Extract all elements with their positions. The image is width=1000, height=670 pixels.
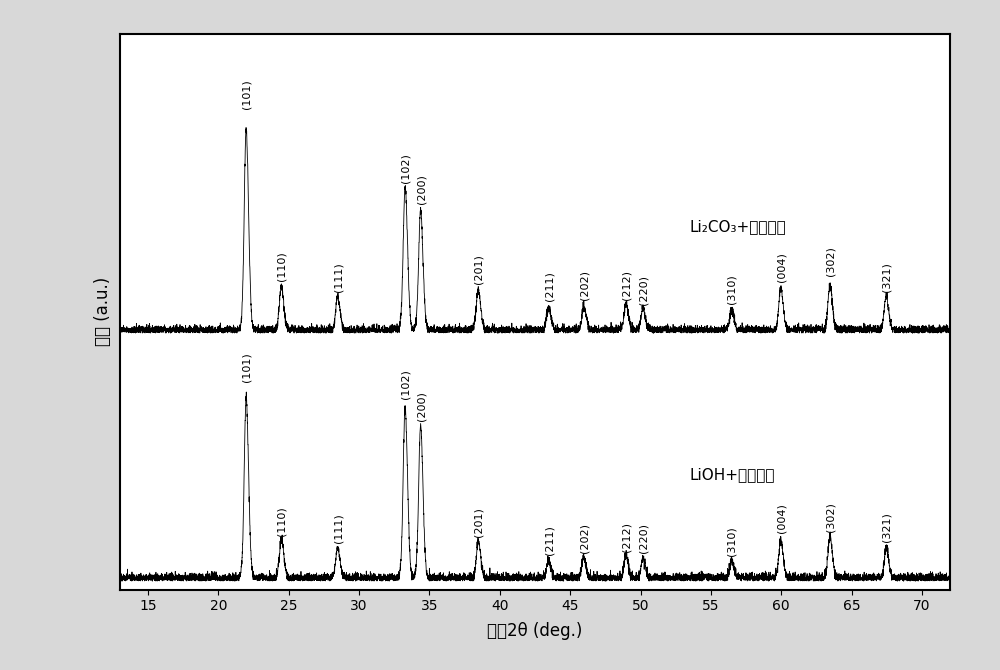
Text: (111): (111) [333, 513, 343, 543]
Text: (310): (310) [727, 526, 737, 555]
Text: (212): (212) [621, 522, 631, 552]
Text: Li₂CO₃+异丙醇铝: Li₂CO₃+异丙醇铝 [690, 220, 786, 234]
Text: (200): (200) [416, 175, 426, 204]
Y-axis label: 强度 (a.u.): 强度 (a.u.) [94, 277, 112, 346]
Text: (302): (302) [825, 502, 835, 532]
Text: (102): (102) [401, 369, 411, 399]
Text: (101): (101) [242, 352, 252, 381]
Text: (302): (302) [825, 247, 835, 276]
Text: (110): (110) [277, 506, 287, 535]
Text: (200): (200) [416, 392, 426, 421]
X-axis label: 角剥2θ (deg.): 角剥2θ (deg.) [487, 622, 583, 640]
Text: (202): (202) [579, 523, 589, 553]
Text: (321): (321) [882, 263, 892, 293]
Text: (101): (101) [242, 79, 252, 109]
Text: (220): (220) [638, 275, 648, 305]
Text: (211): (211) [544, 525, 554, 555]
Text: (110): (110) [277, 251, 287, 281]
Text: (004): (004) [776, 503, 786, 533]
Text: LiOH+异丙醇铝: LiOH+异丙醇铝 [690, 468, 775, 482]
Text: (202): (202) [579, 270, 589, 300]
Text: (201): (201) [474, 507, 484, 537]
Text: (310): (310) [727, 274, 737, 304]
Text: (220): (220) [638, 523, 648, 553]
Text: (212): (212) [621, 270, 631, 300]
Text: (211): (211) [544, 271, 554, 301]
Text: (004): (004) [776, 252, 786, 282]
Text: (111): (111) [333, 262, 343, 292]
Text: (102): (102) [401, 153, 411, 184]
Text: (201): (201) [474, 254, 484, 284]
Text: (321): (321) [882, 513, 892, 542]
